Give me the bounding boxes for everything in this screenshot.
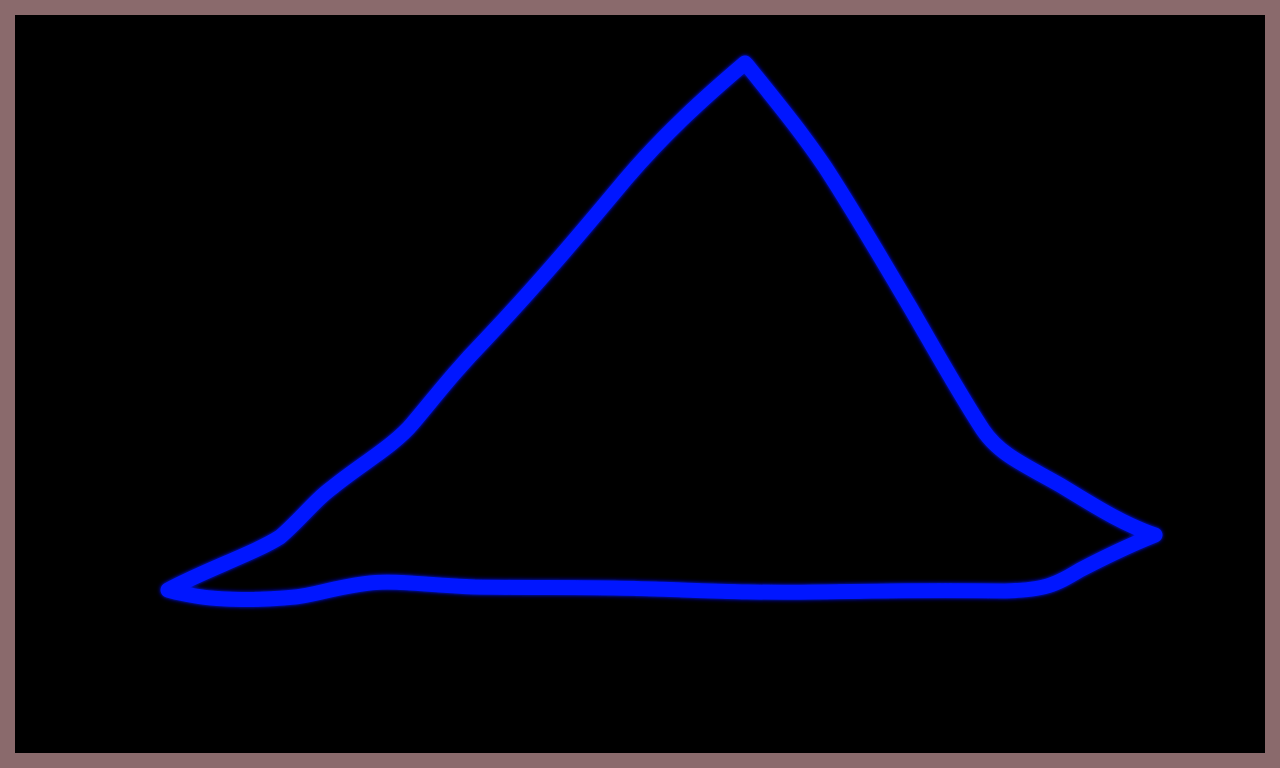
- drawing-surface[interactable]: [15, 15, 1265, 753]
- hand-drawn-triangle-stroke: [160, 55, 1163, 607]
- drawing-canvas[interactable]: [15, 15, 1265, 753]
